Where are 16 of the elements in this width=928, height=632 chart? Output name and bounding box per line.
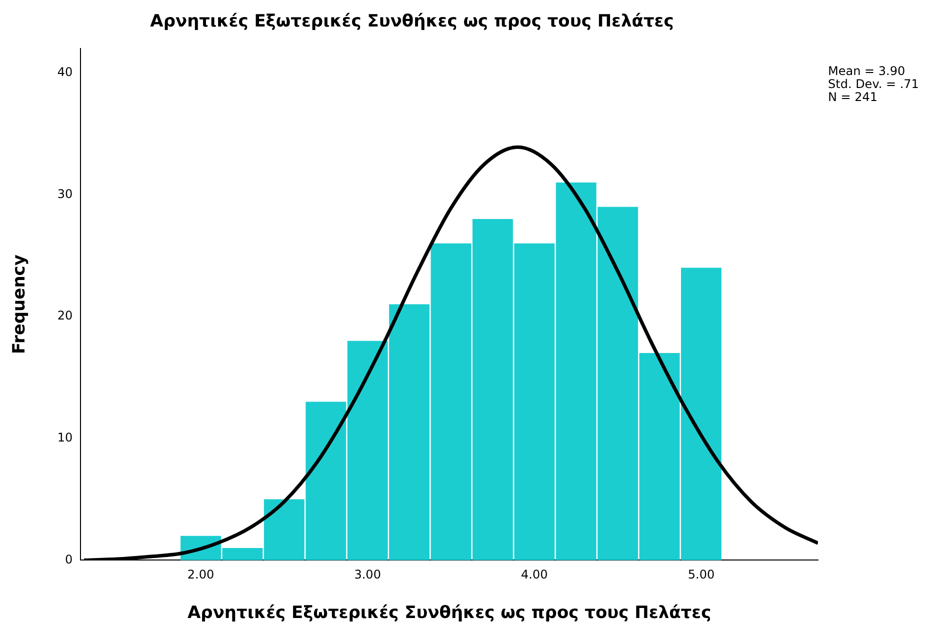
text: Std. Dev. = .71	[828, 77, 919, 92]
y-tick-label: 0	[65, 552, 73, 566]
chart-title: Αρνητικές Εξωτερικές Συνθήκες ως προς τους Πελάτες	[150, 12, 674, 32]
text: N = 241	[828, 90, 878, 104]
x-tick-label: 5.00	[688, 568, 715, 582]
y-tick-label: 30	[57, 186, 73, 201]
x-tick-label: 4.00	[521, 568, 548, 582]
line-series	[82, 145, 818, 560]
y-tick-label: 10	[57, 430, 73, 444]
x-axis-title: Αρνητικές Εξωτερικές Συνθήκες ως προς τους Πελάτες	[188, 603, 712, 624]
y-tick-label: 20	[57, 308, 73, 323]
x-tick-label: 3.00	[354, 568, 381, 582]
y-tick-label: 40	[57, 64, 73, 79]
y-axis-title: Frequency	[10, 254, 30, 354]
x-tick-label: 2.00	[187, 568, 214, 582]
text: Mean = 3.90	[828, 64, 906, 78]
